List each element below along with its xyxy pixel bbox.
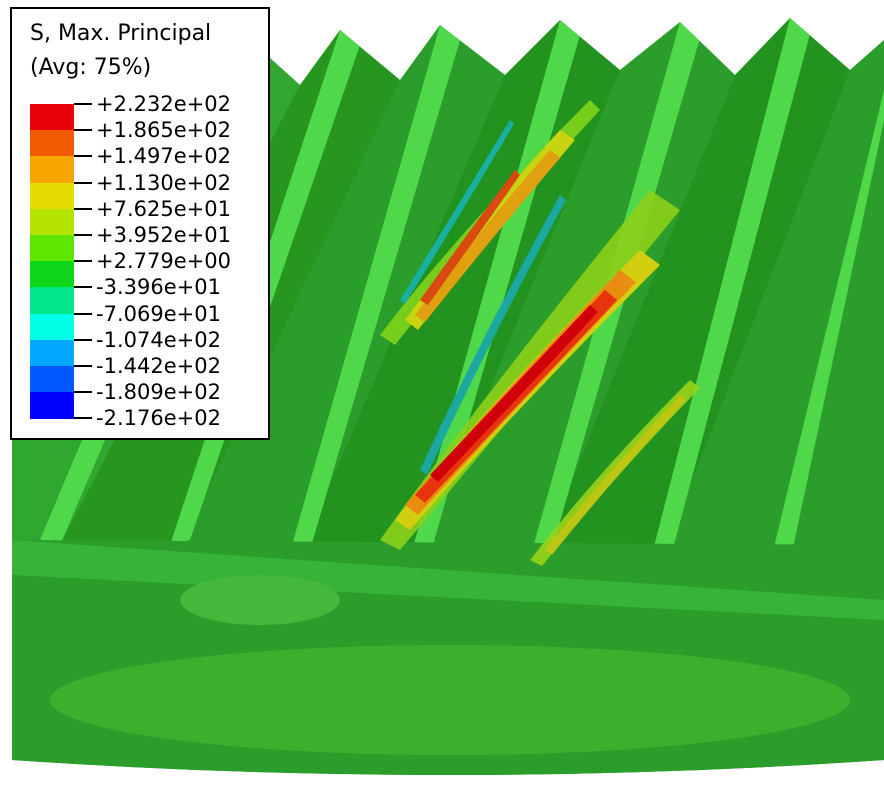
legend-tick-label: +1.497e+02 — [96, 144, 231, 169]
legend-tick — [74, 312, 92, 315]
legend-swatch — [30, 182, 74, 210]
legend-swatch — [30, 313, 74, 341]
legend-swatch — [30, 130, 74, 157]
legend-tick — [74, 391, 92, 394]
legend-tick-label: -1.809e+02 — [96, 380, 221, 405]
stress-band-lower — [380, 190, 680, 550]
color-legend: S, Max. Principal (Avg: 75%) +2.232e+02 +… — [10, 7, 270, 440]
stress-band-right — [530, 380, 700, 566]
legend-subtitle: (Avg: 75%) — [30, 55, 152, 80]
legend-tick — [74, 129, 92, 132]
legend-swatch — [30, 366, 74, 393]
legend-tick-label: +1.865e+02 — [96, 118, 231, 143]
legend-tick-label: -1.074e+02 — [96, 327, 221, 352]
legend-tick — [74, 181, 92, 184]
legend-tick — [74, 103, 92, 105]
legend-swatch — [30, 287, 74, 315]
legend-tick — [74, 417, 92, 420]
legend-tick — [74, 338, 92, 341]
legend-tick — [74, 365, 92, 367]
legend-swatch — [30, 104, 74, 131]
legend-tick-label: +2.232e+02 — [96, 92, 231, 116]
rim-band — [50, 645, 850, 755]
legend-swatch — [30, 208, 74, 236]
legend-tick-label: +3.952e+01 — [96, 223, 231, 247]
legend-swatch — [30, 235, 74, 262]
legend-tick — [74, 286, 92, 289]
legend-tick-label: -2.176e+02 — [96, 406, 221, 431]
legend-tick-label: -7.069e+01 — [96, 301, 221, 326]
legend-swatch — [30, 156, 74, 184]
legend-tick-label: +1.130e+02 — [96, 170, 231, 195]
legend-tick — [74, 155, 92, 158]
legend-tick — [74, 234, 92, 236]
legend-swatch — [30, 392, 74, 419]
legend-title: S, Max. Principal — [30, 21, 212, 46]
legend-tick-label: +2.779e+00 — [96, 249, 231, 274]
legend-tick-label: -3.396e+01 — [96, 275, 221, 300]
legend-swatch — [30, 261, 74, 288]
legend-tick-label: -1.442e+02 — [96, 354, 221, 378]
legend-tick — [74, 260, 92, 263]
legend-tick-label: +7.625e+01 — [96, 196, 231, 221]
legend-swatch — [30, 339, 74, 367]
stress-band-upper — [380, 100, 600, 345]
legend-tick — [74, 207, 92, 210]
